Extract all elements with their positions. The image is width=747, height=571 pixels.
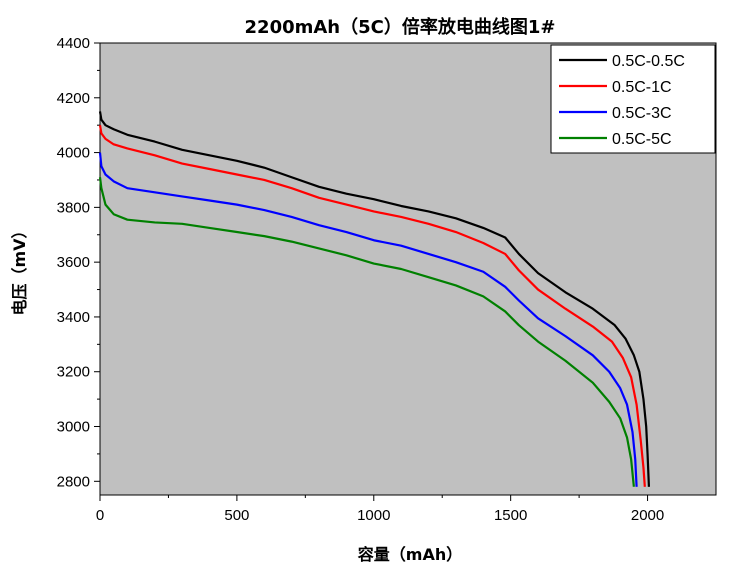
y-tick-label: 3800: [57, 199, 90, 216]
chart-title: 2200mAh（5C）倍率放电曲线图1#: [245, 16, 556, 38]
y-tick-label: 3200: [57, 364, 90, 381]
y-axis-title: 电压（mV）: [10, 222, 29, 315]
x-tick-label: 0: [96, 507, 104, 524]
legend: 0.5C-0.5C 0.5C-1C 0.5C-3C 0.5C-5C: [550, 44, 716, 154]
series-line-3: [98, 152, 638, 487]
x-tick-label: 2000: [631, 507, 664, 524]
series-line-1: [98, 111, 651, 487]
y-tick-label: 4200: [57, 90, 90, 107]
legend-label: 0.5C-5C: [612, 131, 672, 148]
y-tick-label: 3000: [57, 419, 90, 436]
legend-label: 0.5C-0.5C: [612, 53, 685, 70]
legend-label: 0.5C-1C: [612, 79, 672, 96]
x-tick-label: 1500: [494, 507, 527, 524]
y-tick-label: 3600: [57, 254, 90, 271]
x-axis-title: 容量（mAh）: [357, 545, 462, 564]
series-lines: [98, 111, 651, 487]
series-line-4: [98, 177, 635, 487]
axis-ticks: 0 500 1000 1500 2000 2800 3000 3200 3400 3600 3800…: [57, 35, 665, 524]
series-line-2: [98, 124, 646, 487]
legend-box: [550, 44, 716, 154]
legend-label: 0.5C-3C: [612, 105, 672, 122]
y-tick-label: 4000: [57, 145, 90, 162]
y-tick-label: 3400: [57, 309, 90, 326]
y-tick-label: 4400: [57, 35, 90, 52]
y-tick-label: 2800: [57, 473, 90, 490]
x-tick-label: 500: [224, 507, 249, 524]
x-tick-label: 1000: [357, 507, 390, 524]
